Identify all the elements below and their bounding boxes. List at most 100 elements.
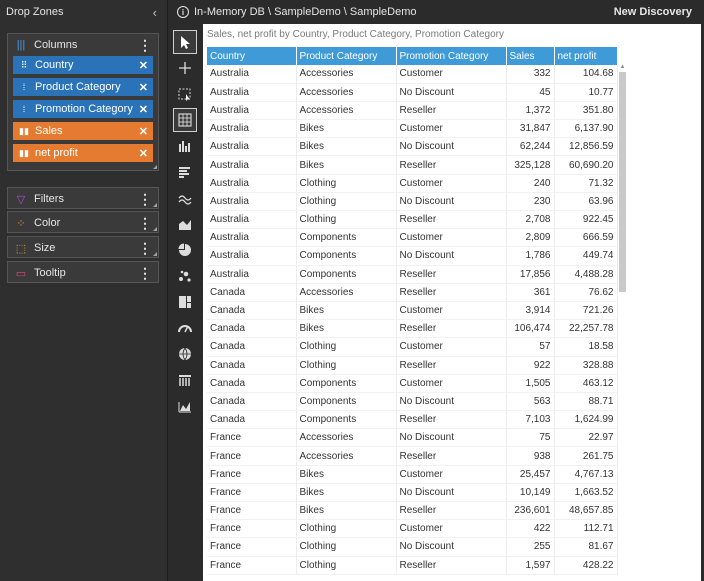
table-cell: Australia bbox=[207, 137, 297, 157]
columns-menu-icon[interactable]: ⋮ bbox=[138, 37, 152, 53]
grid-visual-icon[interactable] bbox=[173, 108, 197, 132]
color-zone[interactable]: ⁘ Color ⋮ bbox=[7, 211, 159, 233]
table-row[interactable]: Australia Bikes No Discount 62,244 12,856.59 bbox=[207, 137, 618, 157]
remove-icon[interactable]: ✕ bbox=[138, 103, 148, 116]
column-header-country[interactable]: Country bbox=[207, 47, 297, 65]
table-cell: No Discount bbox=[396, 246, 507, 266]
chip-sales[interactable]: ▮▮ Sales ✕ bbox=[13, 122, 153, 140]
bar-chart-icon[interactable] bbox=[173, 160, 197, 184]
table-row[interactable]: Australia Components No Discount 1,786 449.7… bbox=[207, 246, 618, 266]
filters-zone-label: Filters bbox=[34, 193, 64, 205]
table-row[interactable]: France Bikes No Discount 10,149 1,663.52 bbox=[207, 483, 618, 503]
table-cell: 22,257.78 bbox=[554, 319, 618, 339]
table-cell: France bbox=[207, 483, 297, 503]
column-header-net-profit[interactable]: net profit bbox=[554, 47, 618, 65]
remove-icon[interactable]: ✕ bbox=[138, 59, 148, 72]
remove-icon[interactable]: ✕ bbox=[138, 147, 148, 160]
table-row[interactable]: France Accessories Reseller 938 261.75 bbox=[207, 446, 618, 466]
tooltip-zone-header: ▭ Tooltip ⋮ bbox=[8, 262, 158, 284]
column-chart-icon[interactable] bbox=[173, 134, 197, 158]
size-zone[interactable]: ⬚ Size ⋮ bbox=[7, 236, 159, 258]
analytic-chart-icon[interactable] bbox=[173, 394, 197, 418]
crosshair-tool-icon[interactable] bbox=[173, 56, 197, 80]
table-row[interactable]: Canada Clothing Customer 57 18.58 bbox=[207, 337, 618, 357]
table-row[interactable]: Canada Bikes Reseller 106,474 22,257.78 bbox=[207, 319, 618, 339]
table-row[interactable]: France Bikes Customer 25,457 4,767.13 bbox=[207, 465, 618, 484]
size-menu-icon[interactable]: ⋮ bbox=[138, 240, 152, 256]
scatter-chart-icon[interactable] bbox=[173, 264, 197, 288]
data-grid[interactable]: Country Product Category Promotion Categor… bbox=[207, 47, 618, 575]
table-row[interactable]: France Clothing Reseller 1,597 428.22 bbox=[207, 556, 618, 575]
remove-icon[interactable]: ✕ bbox=[138, 125, 148, 138]
discovery-title[interactable]: New Discovery bbox=[613, 6, 692, 18]
table-cell: Clothing bbox=[296, 174, 397, 193]
table-row[interactable]: France Accessories No Discount 75 22.97 bbox=[207, 428, 618, 448]
table-row[interactable]: Australia Accessories Reseller 1,372 351.80 bbox=[207, 101, 618, 121]
line-chart-icon[interactable] bbox=[173, 186, 197, 210]
tooltip-zone[interactable]: ▭ Tooltip ⋮ bbox=[7, 261, 159, 283]
remove-icon[interactable]: ✕ bbox=[138, 81, 148, 94]
table-cell: 1,505 bbox=[506, 374, 555, 393]
gauge-icon[interactable] bbox=[173, 316, 197, 340]
scroll-up-icon[interactable]: ▲ bbox=[619, 64, 626, 70]
table-cell: Components bbox=[296, 228, 397, 248]
table-row[interactable]: Australia Accessories No Discount 45 10.77 bbox=[207, 83, 618, 102]
table-row[interactable]: Australia Clothing Reseller 2,708 922.45 bbox=[207, 210, 618, 230]
table-row[interactable]: Australia Bikes Reseller 325,128 60,690.20 bbox=[207, 155, 618, 175]
table-row[interactable]: Australia Components Customer 2,809 666.59 bbox=[207, 228, 618, 248]
table-cell: 10.77 bbox=[554, 83, 618, 102]
filters-menu-icon[interactable]: ⋮ bbox=[138, 191, 152, 207]
grid-body: Australia Accessories Customer 332 104.68 Aus… bbox=[207, 65, 618, 575]
area-chart-icon[interactable] bbox=[173, 212, 197, 236]
chip-promotion-category[interactable]: ⁞ Promotion Category ✕ bbox=[13, 100, 153, 118]
vertical-scrollbar[interactable]: ▲ bbox=[619, 64, 626, 581]
table-cell: 106,474 bbox=[506, 319, 555, 339]
table-row[interactable]: France Clothing No Discount 255 81.67 bbox=[207, 537, 618, 557]
map-globe-icon[interactable] bbox=[173, 342, 197, 366]
pie-chart-icon[interactable] bbox=[173, 238, 197, 262]
table-row[interactable]: Australia Components Reseller 17,856 4,488.2… bbox=[207, 265, 618, 284]
filters-zone[interactable]: ▽ Filters ⋮ bbox=[7, 187, 159, 209]
tooltip-menu-icon[interactable]: ⋮ bbox=[138, 265, 152, 281]
info-icon[interactable]: i bbox=[177, 6, 189, 18]
grid-header-row: Country Product Category Promotion Categor… bbox=[207, 47, 618, 65]
chip-net-profit[interactable]: ▮▮ net profit ✕ bbox=[13, 144, 153, 162]
column-header-promotion-category[interactable]: Promotion Category bbox=[396, 47, 507, 65]
table-row[interactable]: Canada Clothing Reseller 922 328.88 bbox=[207, 356, 618, 375]
table-cell: 17,856 bbox=[506, 265, 555, 284]
chip-country[interactable]: ⠿ Country ✕ bbox=[13, 56, 153, 74]
table-cell: 261.75 bbox=[554, 446, 618, 466]
table-cell: 7,103 bbox=[506, 410, 555, 430]
column-header-sales[interactable]: Sales bbox=[506, 47, 555, 65]
treemap-icon[interactable] bbox=[173, 290, 197, 314]
table-row[interactable]: Canada Components No Discount 563 88.71 bbox=[207, 392, 618, 412]
table-cell: No Discount bbox=[396, 483, 507, 503]
lasso-select-icon[interactable] bbox=[173, 82, 197, 106]
collapse-panel-icon[interactable]: ‹ bbox=[152, 4, 157, 20]
table-row[interactable]: France Bikes Reseller 236,601 48,657.85 bbox=[207, 501, 618, 521]
color-menu-icon[interactable]: ⋮ bbox=[138, 215, 152, 231]
table-row[interactable]: Canada Bikes Customer 3,914 721.26 bbox=[207, 301, 618, 321]
table-row[interactable]: France Clothing Customer 422 112.71 bbox=[207, 519, 618, 539]
column-header-product-category[interactable]: Product Category bbox=[296, 47, 397, 65]
chip-product-category[interactable]: ⁞ Product Category ✕ bbox=[13, 78, 153, 96]
table-cell: Canada bbox=[207, 356, 297, 375]
pivot-table-icon[interactable] bbox=[173, 368, 197, 392]
table-row[interactable]: Australia Clothing No Discount 230 63.96 bbox=[207, 192, 618, 212]
table-cell: Australia bbox=[207, 228, 297, 248]
table-row[interactable]: Australia Clothing Customer 240 71.32 bbox=[207, 174, 618, 193]
table-cell: Bikes bbox=[296, 319, 397, 339]
table-cell: 45 bbox=[506, 83, 555, 102]
table-cell: 75 bbox=[506, 428, 555, 448]
columns-zone[interactable]: ||| Columns ⋮ ⠿ Country ✕ ⁞ Product Cate… bbox=[7, 33, 159, 171]
table-row[interactable]: Canada Components Reseller 7,103 1,624.99 bbox=[207, 410, 618, 430]
table-row[interactable]: Australia Accessories Customer 332 104.68 bbox=[207, 65, 618, 84]
columns-icon: ||| bbox=[16, 39, 26, 51]
table-row[interactable]: Canada Components Customer 1,505 463.12 bbox=[207, 374, 618, 393]
table-cell: Accessories bbox=[296, 101, 397, 121]
table-row[interactable]: Australia Bikes Customer 31,847 6,137.90 bbox=[207, 119, 618, 139]
scroll-thumb[interactable] bbox=[619, 72, 626, 292]
select-tool-icon[interactable] bbox=[173, 30, 197, 54]
table-cell: 351.80 bbox=[554, 101, 618, 121]
table-row[interactable]: Canada Accessories Reseller 361 76.62 bbox=[207, 283, 618, 302]
